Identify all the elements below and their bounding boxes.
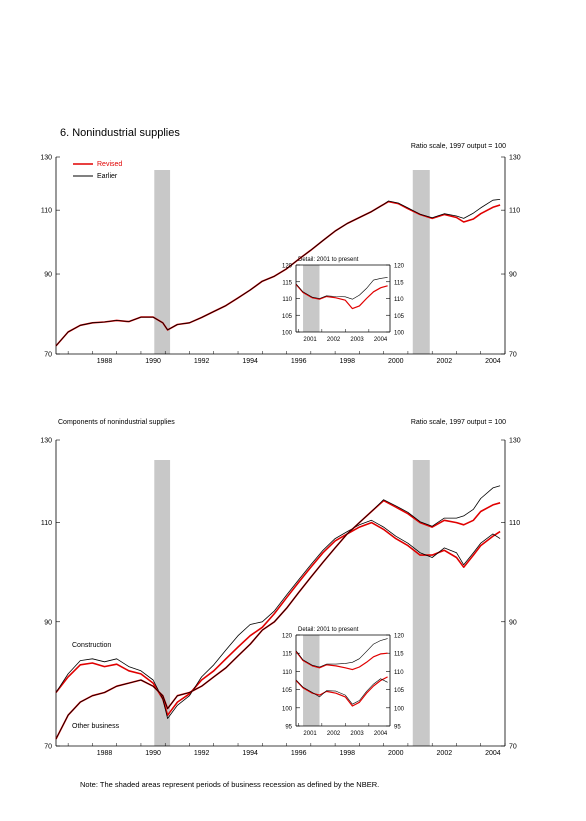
top-chart-ytick-label-left: 130 — [40, 155, 52, 162]
bottom-chart-ytick-label-left: 130 — [40, 438, 52, 445]
top-inset-xtick-label: 2003 — [350, 337, 364, 343]
top-inset-xtick-label: 2004 — [374, 337, 388, 343]
bottom-inset-ytick-label-right: 110 — [394, 670, 404, 676]
bottom-inset-xtick-label: 2004 — [374, 731, 388, 737]
bottom-chart-xtick-label: 1994 — [242, 750, 258, 757]
bottom-chart-xtick-label: 2000 — [388, 750, 404, 757]
top-chart-xtick-label: 2000 — [388, 358, 404, 365]
bottom-inset-ytick-label-left: 115 — [282, 652, 292, 658]
top-chart-xtick-label: 2002 — [437, 358, 453, 365]
top-inset-ytick-label-right: 105 — [394, 314, 405, 320]
bottom-chart-ytick-label-right: 110 — [509, 520, 520, 527]
top-inset-ytick-label-right: 115 — [394, 280, 404, 286]
bottom-inset-series-construction-earlier — [295, 678, 388, 705]
bottom-chart-recession-band — [154, 460, 171, 746]
top-chart-ytick-label-left: 110 — [41, 208, 52, 215]
bottom-chart-xtick-label: 1998 — [339, 750, 355, 757]
bottom-subtitle: Components of nonindustrial supplies — [58, 419, 175, 426]
bottom-inset-series-other-business-earlier — [295, 638, 388, 668]
bottom-inset-group: 95 95 100 100 105 105 110 110 115 115 120 120 2001 20… — [282, 634, 405, 738]
bottom-inset-xtick-label: 2002 — [327, 731, 341, 737]
bottom-chart-series-construction-earlier — [55, 519, 501, 719]
bottom-chart-series-other-business-revised — [55, 499, 501, 740]
bottom-inset-xtick-label: 2003 — [350, 731, 364, 737]
bottom-inset-ytick-label-right: 105 — [394, 688, 405, 694]
bottom-inset-ytick-label-right: 115 — [394, 652, 404, 658]
top-chart-series-earlier — [55, 199, 501, 347]
bottom-scale-label: Ratio scale, 1997 output = 100 — [411, 419, 506, 426]
bottom-inset-recession-band — [303, 635, 320, 726]
top-scale-label: Ratio scale, 1997 output = 100 — [411, 143, 506, 150]
top-inset-series-revised — [295, 284, 388, 310]
top-chart-ytick-label-left: 70 — [44, 352, 52, 359]
top-inset-ytick-label-right: 120 — [394, 264, 405, 270]
bottom-chart-recession-band — [412, 460, 430, 746]
top-chart-ytick-label-right: 70 — [509, 352, 517, 359]
bottom-chart-xtick-label: 1992 — [194, 750, 210, 757]
bottom-inset-ytick-label-left: 110 — [282, 670, 292, 676]
page-title: 6. Nonindustrial supplies — [60, 127, 180, 139]
top-inset-series-earlier — [295, 277, 388, 300]
bottom-chart-xtick-label: 2004 — [485, 750, 501, 757]
top-chart-xtick-label: 1990 — [145, 358, 161, 365]
bottom-chart-ytick-label-left: 90 — [44, 619, 52, 626]
bottom-inset-ytick-label-left: 105 — [282, 688, 293, 694]
top-chart-xtick-label: 1994 — [242, 358, 258, 365]
bottom-chart-ytick-label-right: 130 — [509, 438, 521, 445]
top-chart-xtick-label: 1996 — [291, 358, 307, 365]
top-inset-ytick-label-left: 100 — [282, 331, 293, 337]
bottom-inset-ytick-label-left: 120 — [282, 634, 293, 640]
top-chart-ytick-label-left: 90 — [44, 272, 52, 279]
top-inset-xtick-label: 2002 — [327, 337, 341, 343]
series-label-construction: Construction — [72, 642, 111, 649]
bottom-chart-xtick-label: 2002 — [437, 750, 453, 757]
top-chart-group: 70 70 90 90 110 110 130 130 1988 1990 1992 1994 1996… — [40, 155, 520, 366]
bottom-inset-ytick-label-left: 95 — [285, 725, 292, 731]
bottom-inset-ytick-label-right: 100 — [394, 706, 405, 712]
plots: 70 70 90 90 110 110 130 130 1988 1990 1992 1994 1996… — [40, 155, 520, 758]
top-chart-xtick-label: 1988 — [97, 358, 113, 365]
top-inset-ytick-label-left: 120 — [282, 264, 293, 270]
bottom-inset-xtick-label: 2001 — [303, 731, 317, 737]
top-inset-ytick-label-left: 110 — [282, 297, 292, 303]
top-chart-xtick-label: 1998 — [339, 358, 355, 365]
bottom-chart-ytick-label-left: 110 — [41, 520, 52, 527]
top-inset-recession-band — [303, 265, 320, 332]
top-chart-recession-band — [154, 170, 171, 354]
bottom-chart-xtick-label: 1996 — [291, 750, 307, 757]
bottom-chart-group: 70 70 90 90 110 110 130 130 1988 1990 1992 1994 1996… — [40, 438, 520, 758]
top-inset-xtick-label: 2001 — [303, 337, 317, 343]
inset-title-top: Detail: 2001 to present — [298, 257, 359, 263]
top-inset-ytick-label-left: 105 — [282, 314, 293, 320]
bottom-inset-series-other-business-revised — [295, 651, 388, 671]
legend-label-earlier: Earlier — [97, 173, 118, 180]
top-chart-xtick-label: 1992 — [194, 358, 210, 365]
legend-label-revised: Revised — [97, 161, 122, 168]
bottom-chart-ytick-label-right: 90 — [509, 619, 517, 626]
top-inset-group: 100 100 105 105 110 110 115 115 120 120 2001 2002 20… — [282, 264, 405, 344]
bottom-chart-ytick-label-right: 70 — [509, 744, 517, 751]
bottom-inset-series-construction-revised — [295, 676, 388, 707]
bottom-inset-ytick-label-right: 95 — [394, 725, 401, 731]
inset-title-bottom: Detail: 2001 to present — [298, 627, 359, 633]
legend: Revised Earlier — [73, 161, 122, 180]
top-chart-ytick-label-right: 130 — [509, 155, 521, 162]
series-label-other-business: Other business — [72, 723, 120, 730]
bottom-inset-ytick-label-right: 120 — [394, 634, 405, 640]
footnote: Note: The shaded areas represent periods… — [80, 780, 379, 789]
bottom-chart-ytick-label-left: 70 — [44, 744, 52, 751]
bottom-inset-ytick-label-left: 100 — [282, 706, 293, 712]
top-inset-ytick-label-left: 115 — [282, 280, 292, 286]
top-inset-ytick-label-right: 100 — [394, 331, 405, 337]
top-chart-recession-band — [412, 170, 430, 354]
bottom-chart-series-other-business-earlier — [55, 485, 501, 740]
top-chart-ytick-label-right: 90 — [509, 272, 517, 279]
top-chart-xtick-label: 2004 — [485, 358, 501, 365]
bottom-chart-xtick-label: 1988 — [97, 750, 113, 757]
top-chart-ytick-label-right: 110 — [509, 208, 520, 215]
bottom-chart-xtick-label: 1990 — [145, 750, 161, 757]
top-inset-ytick-label-right: 110 — [394, 297, 404, 303]
